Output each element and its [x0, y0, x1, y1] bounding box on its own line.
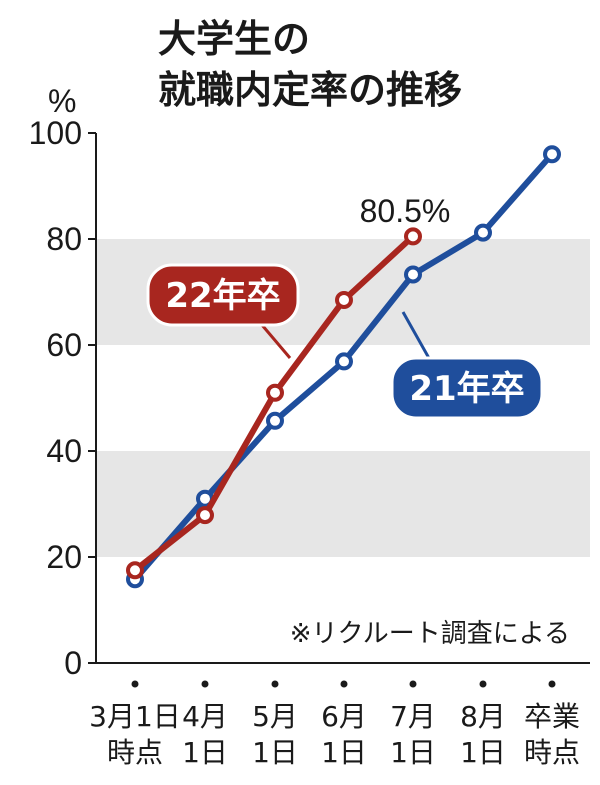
x-tick-dot-4 — [409, 680, 417, 688]
y-tick-label-80: 80 — [46, 221, 82, 257]
series-1-point-1 — [196, 506, 214, 525]
annotation-80-5: 80.5% — [360, 193, 451, 229]
series-0-point-3 — [335, 352, 353, 371]
y-tick-label-20: 20 — [46, 539, 82, 575]
x-category-label-0-line2: 時点 — [107, 736, 163, 769]
x-category-label-3-line1: 6月 — [321, 700, 367, 733]
y-tick-label-0: 0 — [64, 645, 82, 681]
axes — [88, 132, 590, 664]
x-category-label-5-line1: 8月 — [460, 700, 506, 733]
chart-title: 大学生の 就職内定率の推移 — [158, 17, 462, 112]
series-badge-label-1: 22年卒 — [165, 276, 280, 316]
series-badge-1 — [146, 263, 300, 327]
x-tick-dot-0 — [131, 680, 139, 688]
x-tick-dot-5 — [479, 680, 487, 688]
series-lines — [126, 145, 561, 589]
y-tick-label-60: 60 — [46, 327, 82, 363]
series-0-point-2 — [266, 411, 284, 430]
x-category-label-6-line2: 時点 — [524, 736, 580, 769]
x-tick-dot-2 — [271, 680, 279, 688]
series-1-point-3 — [335, 290, 353, 309]
x-category-label-2-line1: 5月 — [252, 700, 298, 733]
series-0-point-4 — [404, 265, 422, 284]
x-category-label-1-line2: 1日 — [182, 736, 228, 769]
series-0-point-6 — [543, 145, 561, 164]
y-tick-label-100: 100 — [29, 115, 82, 151]
title-line-1: 大学生の — [158, 17, 310, 61]
badge-leader-0 — [401, 311, 432, 361]
series-badge-label-0: 21年卒 — [409, 369, 524, 409]
x-category-label-5-line2: 1日 — [460, 736, 506, 769]
x-category-label-4-line1: 7月 — [390, 700, 436, 733]
x-tick-dot-1 — [201, 680, 209, 688]
series-1-point-4 — [404, 227, 422, 246]
series-badges: 22年卒 21年卒 — [146, 263, 544, 420]
badge-leader-1 — [260, 324, 292, 359]
x-category-label-6-line1: 卒業 — [524, 700, 580, 733]
x-category-label-3-line2: 1日 — [321, 736, 367, 769]
y-axis-unit: % — [48, 83, 76, 119]
title-line-2: 就職内定率の推移 — [158, 68, 462, 112]
x-category-label-0-line1: 3月1日 — [89, 700, 181, 733]
series-1-point-0 — [126, 561, 144, 580]
series-badge-0 — [390, 356, 544, 420]
source-note: ※リクルート調査による — [290, 619, 570, 649]
y-tick-label-40: 40 — [46, 433, 82, 469]
x-category-label-1-line1: 4月 — [182, 700, 228, 733]
x-tick-dot-6 — [548, 680, 556, 688]
y-tick-labels: 0 20 40 60 80 100 — [29, 115, 82, 681]
series-1-point-2 — [266, 383, 284, 402]
x-category-label-4-line2: 1日 — [390, 736, 436, 769]
series-0-point-5 — [474, 223, 492, 242]
x-tick-dot-3 — [340, 680, 348, 688]
x-category-label-2-line2: 1日 — [252, 736, 298, 769]
